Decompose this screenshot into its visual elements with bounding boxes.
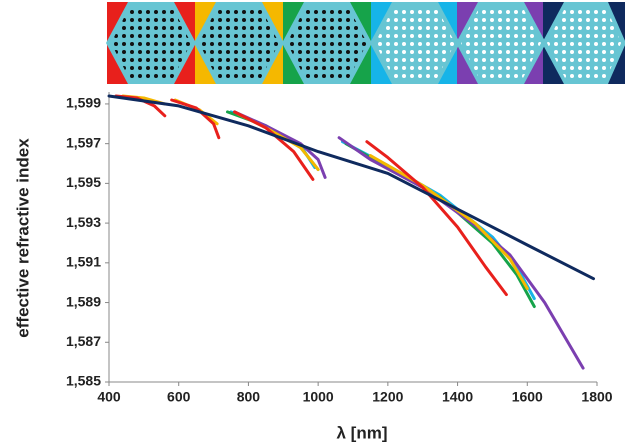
line-series — [233, 110, 585, 370]
x-axis-title: λ [nm] — [337, 423, 388, 442]
line-series — [121, 94, 529, 291]
y-axis-title: effective refractive index — [13, 138, 32, 338]
x-tick-label: 1400 — [442, 389, 473, 405]
x-tick-label: 600 — [167, 389, 191, 405]
y-tick-label: 1,591 — [66, 254, 101, 270]
line-series — [226, 110, 536, 308]
y-tick-label: 1,587 — [66, 333, 101, 349]
y-tick-label: 1,595 — [66, 174, 101, 190]
y-tick-label: 1,585 — [66, 373, 101, 389]
x-tick-label: 1000 — [303, 389, 334, 405]
y-tick-label: 1,593 — [66, 214, 101, 230]
y-tick-label: 1,589 — [66, 293, 101, 309]
x-tick-label: 1600 — [512, 389, 543, 405]
x-tick-label: 1800 — [581, 389, 612, 405]
y-tick-label: 1,599 — [66, 95, 101, 111]
x-tick-label: 800 — [237, 389, 261, 405]
x-tick-label: 1200 — [372, 389, 403, 405]
line-series — [114, 94, 508, 297]
y-tick-label: 1,597 — [66, 134, 101, 150]
fiber-strip — [106, 2, 625, 84]
line-series — [107, 94, 595, 281]
x-tick-label: 400 — [97, 389, 121, 405]
